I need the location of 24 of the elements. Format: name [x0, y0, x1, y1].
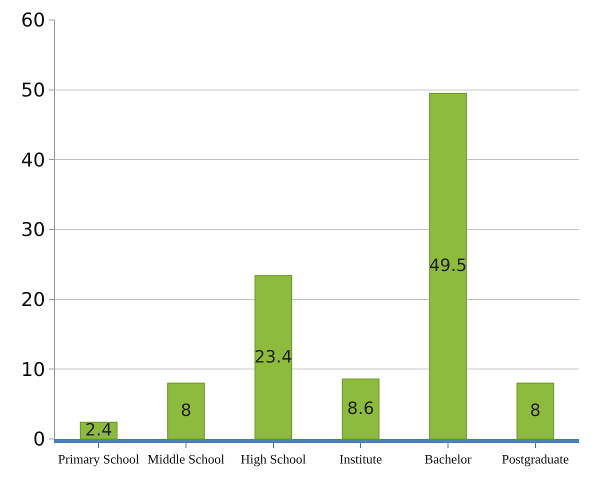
y-tick-label: 30: [21, 219, 46, 242]
x-tick-label: Primary School: [58, 452, 140, 467]
bar: [167, 382, 205, 439]
data-label: 2.4: [85, 420, 112, 441]
y-tick-label: 10: [21, 358, 46, 381]
x-tick-label: High School: [240, 452, 306, 467]
x-tick-label: Middle School: [148, 452, 225, 467]
x-tick-label: Postgraduate: [502, 452, 570, 467]
y-tick-label: 50: [21, 79, 46, 102]
bar: [429, 92, 467, 439]
data-label: 8: [180, 401, 192, 422]
data-label: 8: [530, 401, 541, 422]
bar: [516, 382, 554, 439]
y-tick-label: 20: [21, 288, 46, 311]
data-label: 49.5: [429, 256, 467, 276]
x-tick-label: Bachelor: [424, 452, 472, 467]
y-tick-label: 60: [21, 10, 46, 32]
x-tick-label: Institute: [339, 452, 382, 467]
y-tick-label: 0: [33, 428, 46, 451]
data-label: 23.4: [254, 347, 292, 368]
y-tick-label: 40: [21, 149, 46, 172]
bar: [342, 378, 380, 439]
data-label: 8.6: [347, 398, 374, 419]
bar: [254, 275, 292, 439]
